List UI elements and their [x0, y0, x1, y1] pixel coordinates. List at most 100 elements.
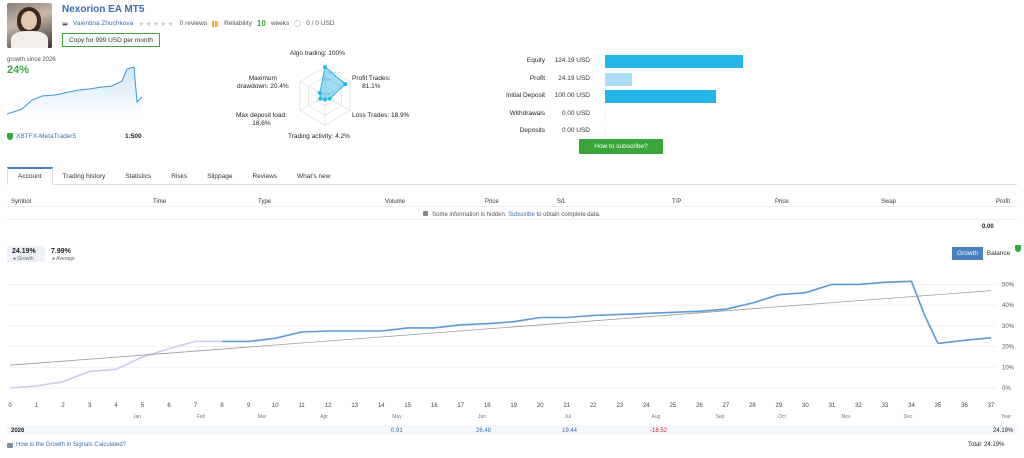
subscribe-link[interactable]: Subscribe — [508, 212, 535, 218]
growth-toggle-button[interactable]: Growth — [952, 247, 983, 260]
balance-toggle-button[interactable]: Balance — [986, 250, 1011, 257]
radar-point — [317, 91, 322, 96]
info-icon — [423, 211, 429, 216]
reliability-icon — [212, 20, 220, 27]
column-header[interactable]: Time — [153, 199, 167, 205]
radar-chart: 100+% 60% 20% — [299, 65, 351, 126]
info-icon — [7, 442, 13, 448]
x-tick-label: 8 — [220, 403, 224, 409]
hidden-info-text-end: to obtain complete data. — [536, 212, 601, 218]
x-tick-label: 12 — [325, 403, 332, 409]
x-tick-label: 19 — [510, 403, 517, 409]
x-tick-label: 10 — [272, 403, 279, 409]
reviews-count[interactable]: 0 reviews — [179, 20, 208, 27]
footer-total: Total: 24.19% — [968, 442, 1004, 448]
month-label: Apr — [320, 414, 328, 420]
how-to-subscribe-button[interactable]: How to subscribe? — [579, 139, 663, 154]
y-tick-label: 20% — [1002, 345, 1015, 351]
x-tick-label: 22 — [590, 403, 597, 409]
tab-statistics[interactable]: Statistics — [125, 172, 152, 180]
growth-calc-link[interactable]: How is the Growth in Signals Calculated? — [7, 442, 126, 448]
tab-trading-history[interactable]: Trading history — [62, 172, 106, 180]
radar-profit-value: 81.1% — [362, 83, 381, 90]
stat-label: Withdrawals — [509, 109, 545, 117]
series-line — [222, 280, 992, 345]
x-tick-label: 34 — [908, 403, 915, 409]
x-tick-label: 5 — [141, 403, 145, 409]
growth-calc-text[interactable]: How is the Growth in Signals Calculated? — [16, 442, 127, 448]
month-return: 19.44 — [562, 428, 578, 434]
copy-button[interactable]: Copy for 999 USD per month — [62, 33, 160, 47]
x-tick-label: 21 — [563, 403, 570, 409]
x-tick-label: 35 — [935, 403, 942, 409]
x-tick-label: 29 — [776, 403, 783, 409]
growth-chart: 50%40%30%20%10%0%0 1 2 3 4 5 6 7 8 9 10 11 12 13 14 15 1… — [8, 280, 1015, 420]
subscribers-icon — [294, 20, 302, 27]
x-tick-label: 16 — [431, 403, 438, 409]
x-tick-label: 20 — [537, 403, 544, 409]
avatar[interactable] — [7, 3, 52, 48]
x-tick-label: 24 — [643, 403, 650, 409]
divider — [7, 219, 1017, 220]
legend-growth-label: ● Growth — [13, 256, 34, 262]
x-tick-label: 3 — [88, 403, 92, 409]
x-tick-label: 9 — [247, 403, 251, 409]
reliability-label: Reliability — [224, 20, 252, 27]
tab-reviews[interactable]: Reviews — [252, 172, 278, 180]
legend-growth[interactable] — [7, 246, 45, 262]
radar-label-loss: Loss Trades: 18.9% — [352, 112, 410, 119]
author-link[interactable]: Valentina Zhuchkova — [73, 20, 134, 27]
column-header[interactable]: Volume — [385, 199, 406, 205]
y-tick-label: 50% — [1002, 282, 1015, 288]
month-return: -18.52 — [650, 428, 668, 434]
stat-label: Profit — [529, 74, 545, 82]
broker-row[interactable]: XBTFX-MetaTrader5 — [7, 133, 76, 140]
stat-label: Initial Deposit — [505, 92, 545, 99]
column-header[interactable]: S/L — [557, 199, 567, 205]
column-header[interactable]: Price — [775, 199, 789, 205]
column-header[interactable]: Symbol — [11, 199, 32, 205]
column-header[interactable]: Profit — [996, 199, 1011, 205]
month-label: Jan — [133, 414, 141, 420]
radar-point — [343, 82, 348, 87]
column-header[interactable]: Price — [485, 199, 499, 205]
month-label: Nov — [842, 414, 851, 420]
x-tick-label: 18 — [484, 403, 491, 409]
radar-ring-label: 20% — [322, 91, 330, 96]
author-row: Valentina Zhuchkova ★★★★★ 0 reviews Reli… — [62, 19, 334, 28]
tab-what-s-new[interactable]: What's new — [297, 172, 331, 180]
x-tick-label: 11 — [299, 403, 306, 409]
tab-account[interactable]: Account — [7, 167, 53, 185]
x-tick-label: 15 — [404, 403, 411, 409]
divider — [7, 206, 1017, 207]
tab-risks[interactable]: Risks — [171, 172, 188, 180]
month-label: Oct — [778, 414, 786, 420]
stat-label: Deposits — [519, 127, 545, 134]
radar-ring-label: 60% — [322, 77, 330, 82]
month-label: Dec — [904, 414, 913, 420]
x-tick-label: 6 — [167, 403, 171, 409]
stat-bar — [605, 90, 717, 103]
column-header[interactable]: Swap — [881, 199, 897, 205]
flag-icon — [62, 21, 68, 26]
year-label: 2026 — [11, 428, 25, 434]
growth-since-label: growth since 2026 — [7, 57, 56, 63]
x-tick-label: 31 — [829, 403, 836, 409]
column-header[interactable]: T/P — [672, 199, 682, 205]
stat-value: 24.19 USD — [558, 74, 590, 82]
legend-growth-text: Growth — [17, 256, 34, 262]
month-label: Mar — [258, 414, 267, 420]
growth-mini-chart[interactable] — [7, 62, 147, 117]
month-label: May — [392, 414, 402, 420]
radar-drawdown-value: drawdown: 20.4% — [237, 83, 289, 90]
tab-slippage[interactable]: Slippage — [207, 172, 233, 180]
hidden-info-text: Some information is hidden. — [432, 212, 507, 218]
shield-icon — [1015, 245, 1021, 252]
legend-average-value: 7.99% — [51, 248, 71, 255]
stat-value: 0.00 USD — [561, 127, 590, 134]
radar-label-profit: Profit Trades: 81.1% — [352, 75, 391, 91]
x-tick-label: 25 — [669, 403, 676, 409]
legend-average-label[interactable]: ● Average — [52, 256, 75, 262]
column-header[interactable]: Type — [258, 199, 272, 205]
broker-name[interactable]: XBTFX-MetaTrader5 — [16, 133, 77, 140]
